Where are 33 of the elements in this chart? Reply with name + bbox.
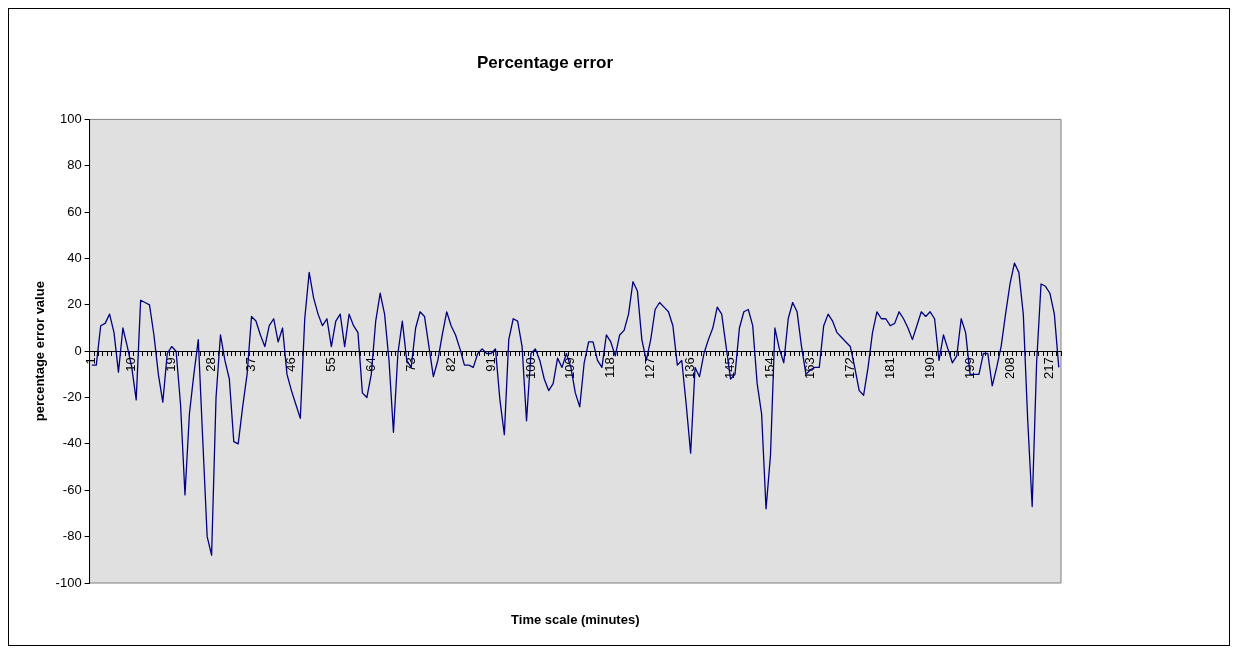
x-tick-label: 163 xyxy=(801,357,817,379)
x-tick-label: 46 xyxy=(283,357,299,372)
x-axis-title: Time scale (minutes) xyxy=(511,611,640,627)
x-tick-label: 100 xyxy=(522,357,538,379)
x-tick-label: 181 xyxy=(881,357,897,379)
y-tick-label: 40 xyxy=(67,250,82,266)
y-tick-label: 100 xyxy=(59,110,82,126)
x-tick-label: 217 xyxy=(1041,357,1057,379)
y-tick-label: 80 xyxy=(67,157,82,173)
y-tick-label: 60 xyxy=(67,203,82,219)
y-tick-label: -60 xyxy=(62,481,82,497)
x-tick-label: 208 xyxy=(1001,357,1017,379)
x-tick-label: 118 xyxy=(602,357,618,378)
x-tick-label: 127 xyxy=(642,357,658,379)
y-tick-label: -20 xyxy=(62,389,82,405)
x-tick-label: 190 xyxy=(921,357,937,379)
x-tick-label: 82 xyxy=(442,357,458,372)
y-tick-label: 20 xyxy=(67,296,82,312)
x-tick-label: 172 xyxy=(841,357,857,379)
y-tick-label: -80 xyxy=(62,528,82,544)
x-tick-label: 28 xyxy=(203,357,219,372)
y-tick-label: -100 xyxy=(55,574,82,590)
x-tick-label: 109 xyxy=(562,357,578,379)
y-tick-label: -40 xyxy=(62,435,82,451)
chart-title: Percentage error xyxy=(476,52,614,72)
y-tick-label: 0 xyxy=(74,342,82,358)
x-tick-label: 73 xyxy=(402,357,418,372)
x-tick-label: 91 xyxy=(482,357,498,372)
x-tick-label: 136 xyxy=(682,357,698,379)
x-tick-label: 55 xyxy=(322,357,338,372)
y-axis-title: percentage error value xyxy=(32,281,48,422)
x-tick-label: 145 xyxy=(722,357,738,379)
x-tick-label: 10 xyxy=(123,357,139,372)
